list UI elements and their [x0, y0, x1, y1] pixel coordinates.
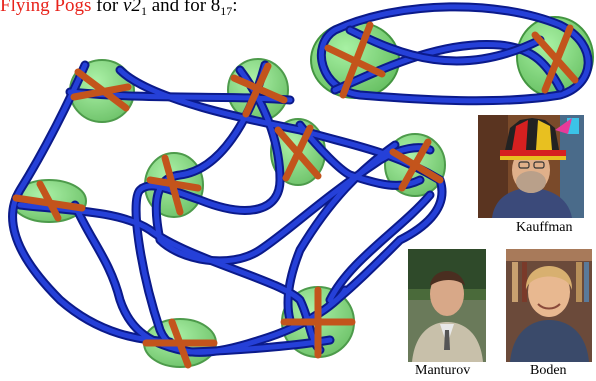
pog-cross: [70, 83, 132, 101]
knot-tube: [327, 192, 433, 303]
caption-text-2: and for: [146, 0, 211, 16]
photo-manturov: [408, 249, 486, 362]
knot-817-main: 8: [210, 0, 221, 16]
pog-cross: [398, 138, 432, 192]
knot-tube: [17, 202, 323, 353]
pog-cross: [541, 24, 574, 94]
pog-cross: [161, 154, 184, 216]
pog-cross: [168, 318, 192, 369]
knot-817-sub: 17: [220, 4, 233, 18]
slide-caption: Flying Pogs for v21 and for 817:: [0, 0, 238, 23]
label-manturov: Manturov: [415, 363, 471, 378]
knot-tube: [285, 142, 398, 323]
caption-text-1: for: [91, 0, 123, 16]
caption-text-3: :: [232, 0, 238, 16]
pog-cross: [339, 21, 374, 99]
knot-tube: [347, 27, 543, 64]
pog-cross: [36, 180, 62, 222]
pog-cross: [242, 62, 272, 118]
photo-kauffman: [478, 115, 584, 218]
knot-v21-main: v2: [123, 0, 141, 16]
pog-cross: [282, 124, 314, 182]
knot-tube: [10, 62, 173, 345]
knot-v21-sub: 1: [140, 4, 147, 18]
caption-accent: Flying Pogs: [0, 0, 92, 16]
label-boden: Boden: [530, 363, 567, 378]
knot-v21-diagram: [310, 2, 594, 106]
knot-tube: [72, 202, 333, 355]
label-kauffman: Kauffman: [516, 220, 573, 235]
knot-817-diagram: [8, 58, 447, 369]
knot-tube: [133, 67, 348, 355]
photo-boden: [506, 249, 592, 362]
knot-tube: [153, 62, 433, 264]
